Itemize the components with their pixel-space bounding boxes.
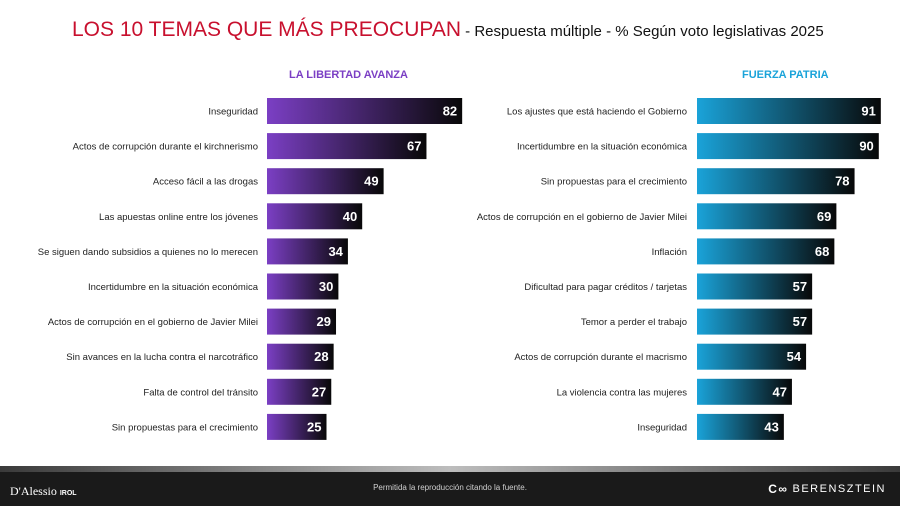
category-label: Se siguen dando subsidios a quienes no l…: [38, 247, 258, 258]
bar-4: [697, 203, 837, 230]
value-label: 29: [317, 314, 331, 329]
value-label: 25: [307, 419, 321, 434]
bar-1: [697, 98, 881, 124]
category-label: Dificultad para pagar créditos / tarjeta…: [524, 282, 687, 293]
category-label: Inseguridad: [208, 107, 258, 118]
value-label: 30: [319, 279, 333, 294]
category-label: Incertidumbre en la situación económica: [517, 142, 688, 153]
value-label: 40: [343, 209, 357, 224]
value-label: 90: [859, 139, 873, 154]
chart-subtitle: - Respuesta múltiple - % Según voto legi…: [461, 23, 824, 40]
category-label: Los ajustes que está haciendo el Gobiern…: [507, 107, 687, 118]
value-label: 57: [793, 279, 807, 294]
bar-5: [697, 238, 835, 265]
bar-7: [267, 308, 337, 335]
category-label: Falta de control del tránsito: [143, 387, 258, 398]
bar-5: [267, 238, 348, 265]
footer-bar: D'Alessio IROL Permitida la reproducción…: [0, 466, 900, 506]
category-label: Actos de corrupción durante el macrismo: [514, 352, 687, 363]
category-label: Actos de corrupción en el gobierno de Ja…: [477, 212, 687, 223]
category-label: Temor a perder el trabajo: [581, 317, 687, 328]
bar-4: [267, 203, 363, 230]
category-label: Inseguridad: [637, 422, 687, 433]
category-label: Sin propuestas para el crecimiento: [112, 422, 258, 433]
category-label: Las apuestas online entre los jóvenes: [99, 212, 258, 223]
footer-divider: [0, 466, 900, 472]
category-label: Incertidumbre en la situación económica: [88, 282, 259, 293]
value-label: 47: [772, 384, 786, 399]
bar-1: [267, 98, 463, 124]
value-label: 54: [787, 349, 802, 364]
value-label: 91: [861, 104, 875, 119]
series-title-la-libertad-avanza: LA LIBERTAD AVANZA: [289, 69, 408, 81]
berensztein-wordmark: BERENSZTEIN: [792, 483, 886, 495]
bar-8: [267, 343, 334, 370]
bar-6: [267, 273, 339, 300]
value-label: 69: [817, 209, 831, 224]
category-label: La violencia contra las mujeres: [557, 387, 688, 398]
category-label: Sin propuestas para el crecimiento: [541, 177, 687, 188]
series-title-fuerza-patria: FUERZA PATRIA: [742, 69, 829, 81]
bar-3: [267, 168, 384, 195]
bar-3: [697, 168, 855, 195]
value-label: 67: [407, 139, 421, 154]
category-label: Inflación: [652, 247, 687, 258]
value-label: 49: [364, 174, 378, 189]
bar-10: [697, 413, 784, 440]
chart-title: LOS 10 TEMAS QUE MÁS PREOCUPAN: [72, 18, 461, 41]
bar-6: [697, 273, 813, 300]
bar-8: [697, 343, 807, 370]
value-label: 43: [764, 419, 778, 434]
value-label: 78: [835, 174, 849, 189]
berensztein-logo: C∞ BERENSZTEIN: [768, 482, 886, 496]
value-label: 34: [328, 244, 343, 259]
chart-fuerza-patria: Los ajustes que está haciendo el Gobiern…: [477, 98, 881, 440]
bar-9: [697, 378, 792, 405]
category-label: Actos de corrupción durante el kirchneri…: [73, 142, 258, 153]
value-label: 82: [443, 104, 457, 119]
bar-7: [697, 308, 813, 335]
value-label: 57: [793, 314, 807, 329]
bar-2: [697, 133, 879, 160]
dalessio-logo: D'Alessio IROL: [10, 484, 77, 498]
berensztein-mark-icon: C∞: [768, 482, 789, 496]
bar-2: [267, 133, 427, 160]
category-label: Sin avances en la lucha contra el narcot…: [66, 352, 258, 363]
chart-la-libertad-avanza: Inseguridad 82 Actos de corrupción durante…: [38, 98, 463, 440]
value-label: 28: [314, 349, 328, 364]
bar-9: [267, 378, 332, 405]
category-label: Acceso fácil a las drogas: [153, 177, 258, 188]
value-label: 68: [815, 244, 829, 259]
value-label: 27: [312, 384, 326, 399]
bar-10: [267, 413, 327, 440]
footer-note: Permitida la reproducción citando la fue…: [373, 483, 527, 492]
category-label: Actos de corrupción en el gobierno de Ja…: [48, 317, 258, 328]
chart-title-row: LOS 10 TEMAS QUE MÁS PREOCUPAN - Respues…: [72, 18, 824, 42]
